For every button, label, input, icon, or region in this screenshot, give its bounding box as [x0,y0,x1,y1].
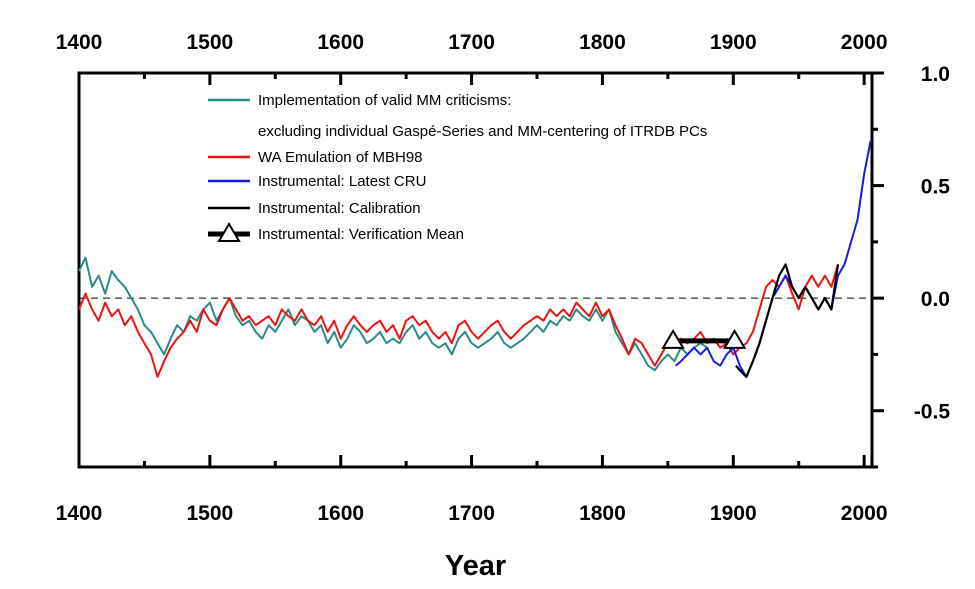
x-tick-label-top: 1500 [186,31,233,54]
x-tick-label-bottom: 1600 [317,502,364,525]
legend-entry: Instrumental: Latest CRU [258,173,426,190]
tick-labels: 1400 1400 1500 1500 1600 1600 1700 1700 1800 1800… [56,31,951,525]
x-tick-label-bottom: 1500 [186,502,233,525]
x-tick-label-top: 1400 [56,31,103,54]
legend-marker-triangle [217,222,241,242]
y-tick-label: -0.5 [914,401,951,424]
x-tick-label-top: 1800 [579,31,626,54]
x-tick-label-top: 1600 [317,31,364,54]
x-tick-label-bottom: 1400 [56,502,103,525]
verification-mean-marker [661,328,685,349]
series-line-implementation-of-valid-mm-criticisms [78,256,708,372]
x-tick-label-top: 1700 [448,31,495,54]
x-tick-label-top: 1900 [710,31,757,54]
legend-entry: Instrumental: Verification Mean [258,226,464,243]
x-tick-label-bottom: 2000 [841,502,888,525]
y-tick-label: 0.5 [921,176,951,199]
verification-mean-marker [722,328,747,349]
legend-entry: WA Emulation of MBH98 [258,149,423,166]
legend: Implementation of valid MM criticisms: ex… [208,92,707,243]
ticks [77,71,884,469]
x-tick-label-bottom: 1900 [710,502,757,525]
x-tick-label-bottom: 1700 [448,502,495,525]
legend-entry: Implementation of valid MM criticisms: [258,92,511,109]
y-tick-label: 1.0 [921,63,950,86]
legend-entry: Instrumental: Calibration [258,200,421,217]
y-tick-label: 0.0 [921,288,950,311]
x-tick-label-top: 2000 [841,31,888,54]
x-axis-title: Year [445,550,506,582]
series-line-instrumental-calibration [735,263,840,378]
legend-entry: excluding individual Gaspé-Series and MM… [258,123,707,140]
x-tick-label-bottom: 1800 [579,502,626,525]
series-lines [78,140,872,378]
